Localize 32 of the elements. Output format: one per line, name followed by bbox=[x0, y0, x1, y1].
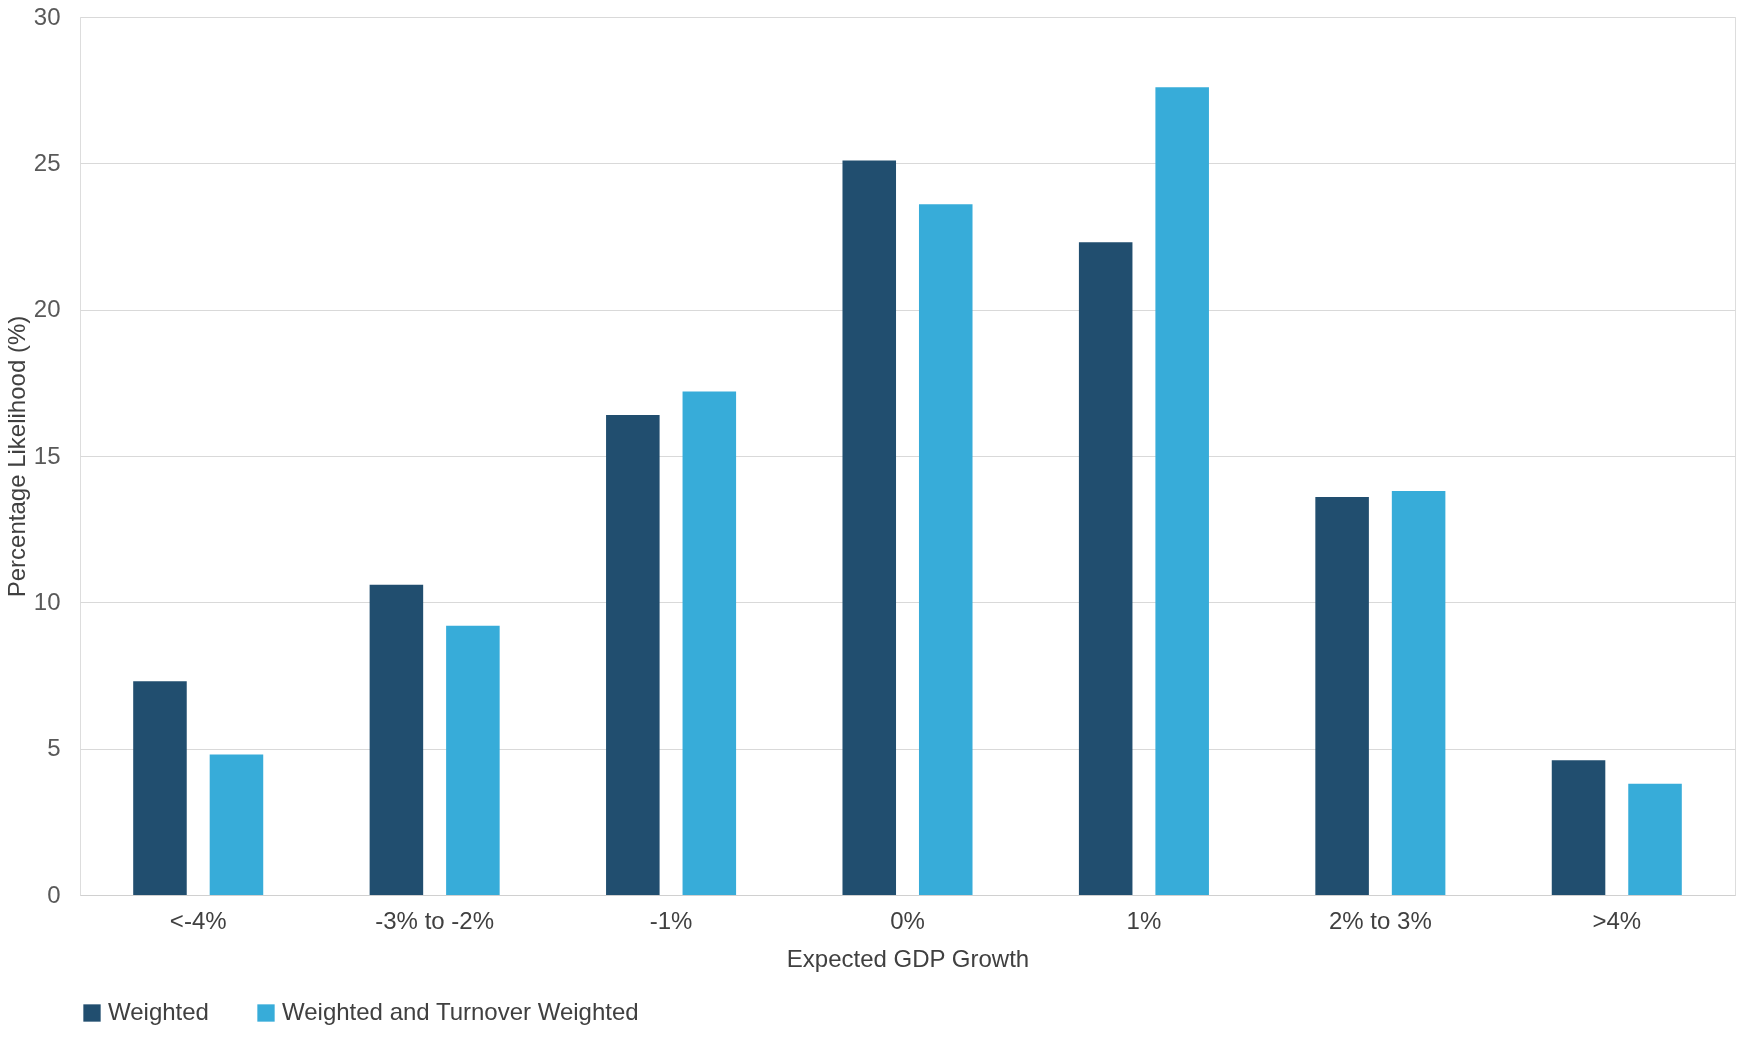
bar bbox=[606, 415, 660, 895]
bar bbox=[682, 391, 737, 895]
legend-label: Weighted and Turnover Weighted bbox=[282, 998, 639, 1025]
x-tick-label: -1% bbox=[649, 906, 693, 934]
bar bbox=[1155, 87, 1209, 895]
y-tick-label: 25 bbox=[33, 148, 61, 176]
bar bbox=[842, 160, 897, 895]
bar bbox=[1315, 496, 1369, 895]
x-tick-label: <-4% bbox=[169, 906, 227, 934]
x-tick-label: 1% bbox=[1126, 906, 1162, 934]
y-tick-label: 20 bbox=[33, 295, 61, 323]
bar bbox=[918, 204, 973, 895]
x-tick-label: 2% to 3% bbox=[1328, 906, 1432, 934]
bar bbox=[1551, 760, 1606, 895]
bar bbox=[1391, 491, 1446, 895]
x-tick-label: >4% bbox=[1592, 906, 1642, 934]
legend-label: Weighted bbox=[108, 998, 209, 1025]
x-tick-label: 0% bbox=[890, 906, 925, 934]
bar bbox=[1078, 242, 1133, 895]
bar bbox=[446, 625, 500, 895]
y-tick-label: 5 bbox=[47, 734, 61, 762]
bar bbox=[369, 584, 424, 895]
bar bbox=[133, 681, 187, 895]
x-tick-label: -3% to -2% bbox=[375, 906, 494, 934]
y-tick-label: 30 bbox=[33, 2, 61, 30]
x-axis-title: Expected GDP Growth bbox=[786, 944, 1030, 972]
y-tick-label: 0 bbox=[47, 880, 61, 908]
y-axis-title: Percentage Likelihood (%) bbox=[2, 315, 30, 598]
bar bbox=[209, 754, 264, 895]
y-tick-label: 10 bbox=[33, 587, 61, 615]
bar bbox=[1628, 783, 1682, 895]
y-tick-label: 15 bbox=[33, 441, 61, 469]
